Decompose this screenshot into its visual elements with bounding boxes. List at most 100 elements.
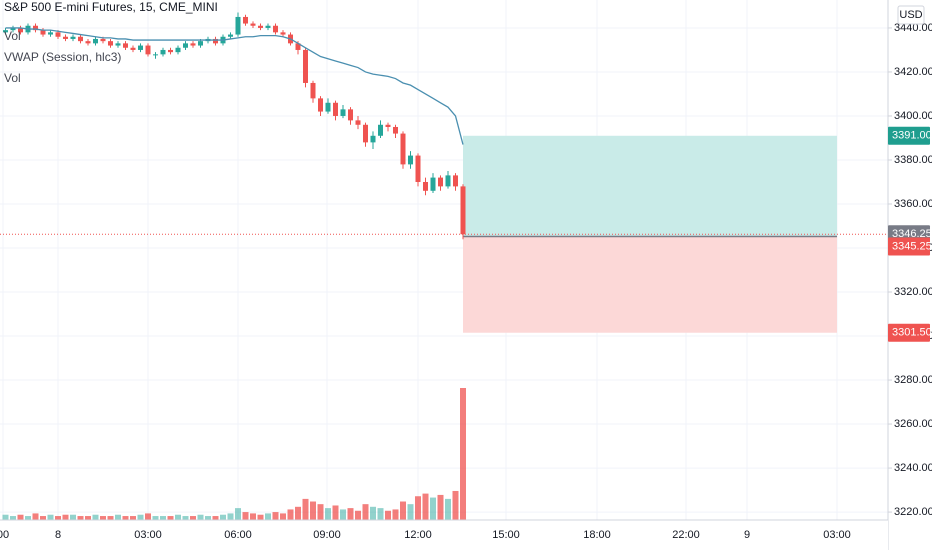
y-tick-label: 3420.00 <box>894 66 932 78</box>
candle-body <box>333 102 338 116</box>
volume-bar <box>220 514 226 520</box>
candle-body <box>145 45 151 55</box>
candle-body <box>280 32 286 35</box>
volume-bar <box>257 514 264 520</box>
candle-body <box>168 49 173 53</box>
candle-body <box>355 120 361 125</box>
volume-bar <box>437 494 444 520</box>
volume-bar <box>77 516 84 520</box>
volume-bar <box>182 516 189 520</box>
volume-bar <box>325 508 331 520</box>
candle-body <box>115 43 121 46</box>
candle-body <box>48 32 53 35</box>
volume-bar <box>107 516 114 520</box>
price-tag-label: 3391.00 <box>892 130 932 142</box>
candle-body <box>198 41 203 46</box>
volume-bar <box>242 512 249 520</box>
volume-bar <box>190 516 196 520</box>
candle-body <box>85 41 91 44</box>
y-tick-label: 3240.00 <box>894 462 932 474</box>
price-tag <box>888 126 930 145</box>
volume-bar <box>100 516 106 520</box>
volume-bar <box>280 513 286 520</box>
volume-bar <box>250 513 256 520</box>
volume-bar <box>265 513 271 520</box>
candle-body <box>213 38 218 44</box>
candle-body <box>340 109 346 116</box>
candle-body <box>70 36 76 39</box>
volume-bar <box>92 514 99 520</box>
candle-body <box>93 38 98 44</box>
candle-body <box>175 47 181 53</box>
volume-bar <box>212 516 219 520</box>
candle-body <box>235 16 241 35</box>
volume-bar <box>130 516 136 520</box>
candle-body <box>243 16 248 24</box>
x-tick-label: 09:00 <box>313 529 341 541</box>
volume-bar <box>355 510 361 520</box>
candle-body <box>160 49 166 55</box>
volume-bar <box>55 516 61 520</box>
volume-bar <box>392 509 399 520</box>
volume-bar <box>295 506 301 520</box>
volume-bar <box>122 516 129 520</box>
y-tick-label: 3440.00 <box>894 22 932 34</box>
candle-body <box>310 82 316 99</box>
volume-bar <box>145 513 151 520</box>
volume-bar <box>287 509 294 520</box>
volume-bar <box>370 506 376 520</box>
candle-body <box>10 27 16 31</box>
x-tick-label: 03:00 <box>823 529 851 541</box>
volume-bar <box>167 516 174 520</box>
x-tick-label: 06:00 <box>224 529 252 541</box>
candle-body <box>400 133 406 165</box>
candle-body <box>138 45 143 50</box>
volume-bar <box>407 504 414 520</box>
volume-bar <box>10 516 16 520</box>
y-tick-label: 3320.00 <box>894 286 932 298</box>
volume-bar <box>362 504 369 520</box>
volume-bar <box>137 514 144 520</box>
legend-item: VWAP (Session, hlc3) <box>4 50 121 64</box>
volume-bar <box>25 516 31 520</box>
x-tick-label: 9 <box>744 529 750 541</box>
volume-bar <box>347 508 354 520</box>
volume-bar <box>175 514 181 520</box>
x-tick-label: 12:00 <box>404 529 432 541</box>
candle-body <box>393 126 398 134</box>
volume-bar <box>47 514 54 520</box>
price-axis <box>888 0 932 550</box>
volume-bar <box>400 501 406 520</box>
price-tag <box>888 237 930 256</box>
volume-bar <box>310 501 316 520</box>
volume-bar <box>317 504 324 520</box>
candle-body <box>430 177 436 191</box>
candle-body <box>370 135 376 143</box>
candle-body <box>130 47 136 50</box>
volume-bar <box>422 493 429 520</box>
currency-badge[interactable] <box>897 5 925 25</box>
loss-zone <box>463 236 837 333</box>
candle-body <box>348 109 353 121</box>
candle-body <box>78 36 83 42</box>
volume-bar <box>377 508 384 520</box>
volume-bar <box>205 516 211 520</box>
y-tick-label: 3260.00 <box>894 418 932 430</box>
candle-body <box>303 49 308 83</box>
y-tick-label: 3400.00 <box>894 110 932 122</box>
candle-body <box>423 181 428 191</box>
volume-bar <box>152 516 159 520</box>
candle-body <box>453 175 458 187</box>
volume-bar <box>160 516 166 520</box>
candle-body <box>258 25 263 28</box>
price-tag-label: 3345.25 <box>892 240 932 252</box>
candle-body <box>385 124 391 127</box>
price-tag-label: 3301.50 <box>892 327 932 339</box>
x-tick-label: 18:00 <box>583 529 611 541</box>
candle-body <box>363 124 368 143</box>
x-tick-label: 15:00 <box>492 529 520 541</box>
volume-bar <box>452 490 459 520</box>
volume-bar <box>430 497 436 520</box>
volume-bar <box>460 388 466 520</box>
candle-body <box>295 43 301 50</box>
